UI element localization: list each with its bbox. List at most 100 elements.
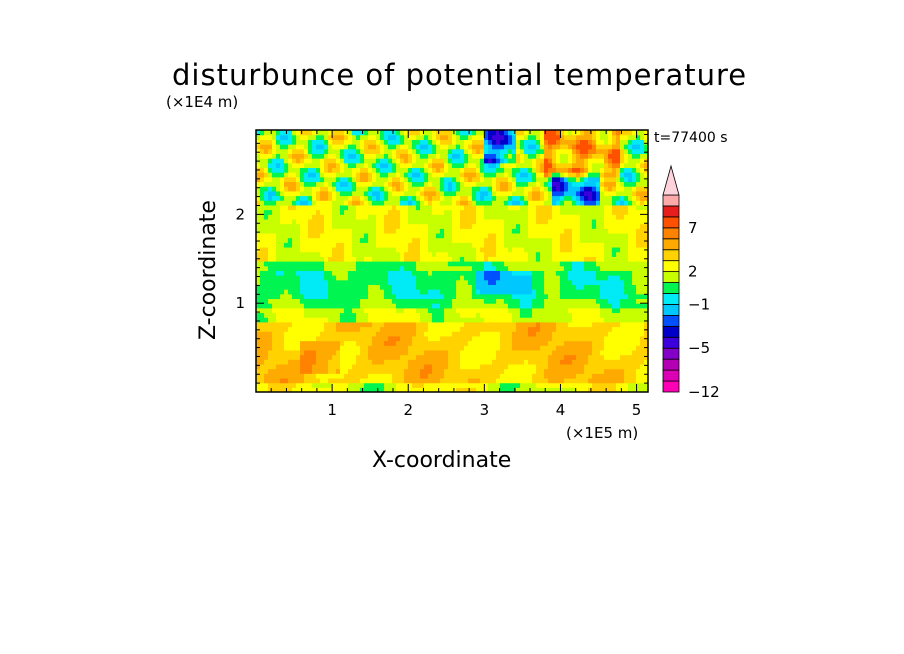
heatmap-cell xyxy=(272,387,277,392)
heatmap-cell xyxy=(264,335,269,342)
heatmap-cell xyxy=(340,139,345,145)
heatmap-cell xyxy=(368,377,373,384)
heatmap-cell xyxy=(500,134,505,140)
heatmap-cell xyxy=(568,331,573,337)
heatmap-cell xyxy=(296,223,301,229)
heatmap-cell xyxy=(452,326,457,332)
heatmap-cell xyxy=(604,303,609,309)
heatmap-cell xyxy=(572,373,577,379)
heatmap-cell xyxy=(348,204,353,211)
heatmap-cell xyxy=(576,256,581,262)
heatmap-cell xyxy=(432,368,437,374)
heatmap-cell xyxy=(288,190,293,197)
heatmap-cell xyxy=(332,363,337,370)
heatmap-cell xyxy=(440,232,445,239)
heatmap-cell xyxy=(528,340,533,346)
heatmap-cell xyxy=(524,237,529,243)
heatmap-cell xyxy=(312,368,317,374)
heatmap-cell xyxy=(296,303,301,309)
heatmap-cell xyxy=(280,209,285,215)
heatmap-cell xyxy=(460,331,465,337)
heatmap-cell xyxy=(332,307,337,314)
heatmap-cell xyxy=(560,237,565,243)
heatmap-cell xyxy=(356,335,361,342)
heatmap-cell xyxy=(364,340,369,346)
heatmap-cell xyxy=(468,307,473,314)
heatmap-cell xyxy=(372,246,377,253)
heatmap-cell xyxy=(556,345,561,351)
heatmap-cell xyxy=(432,265,437,271)
heatmap-cell xyxy=(312,228,317,234)
heatmap-cell xyxy=(484,256,489,262)
heatmap-cell xyxy=(480,331,485,337)
heatmap-cell xyxy=(332,321,337,328)
heatmap-cell xyxy=(332,293,337,300)
heatmap-cell xyxy=(276,326,281,332)
heatmap-cell xyxy=(536,130,541,136)
heatmap-cell xyxy=(344,186,349,192)
heatmap-cell xyxy=(416,139,421,145)
heatmap-cell xyxy=(336,298,341,304)
heatmap-cell xyxy=(592,232,597,239)
heatmap-cell xyxy=(416,349,421,356)
heatmap-cell xyxy=(508,256,513,262)
heatmap-cell xyxy=(444,303,449,309)
heatmap-cell xyxy=(420,387,425,392)
heatmap-cell xyxy=(344,237,349,243)
heatmap-cell xyxy=(276,186,281,192)
heatmap-cell xyxy=(572,139,577,145)
heatmap-cell xyxy=(276,232,281,239)
heatmap-cell xyxy=(468,195,473,201)
heatmap-cell xyxy=(368,148,373,154)
heatmap-cell xyxy=(536,349,541,356)
heatmap-cell xyxy=(564,214,569,220)
heatmap-cell xyxy=(304,289,309,295)
heatmap-cell xyxy=(264,186,269,192)
heatmap-cell xyxy=(528,317,533,323)
heatmap-cell xyxy=(356,326,361,332)
heatmap-cell xyxy=(476,130,481,136)
heatmap-cell xyxy=(312,265,317,271)
heatmap-cell xyxy=(360,190,365,197)
heatmap-cell xyxy=(312,190,317,197)
heatmap-cell xyxy=(336,307,341,314)
heatmap-cell xyxy=(468,368,473,374)
heatmap-cell xyxy=(488,172,493,178)
heatmap-cell xyxy=(392,359,397,365)
heatmap-cell xyxy=(468,382,473,388)
heatmap-cell xyxy=(384,186,389,192)
heatmap-cell xyxy=(344,321,349,328)
heatmap-cell xyxy=(524,345,529,351)
heatmap-cell xyxy=(412,345,417,351)
heatmap-cell xyxy=(608,186,613,192)
heatmap-cell xyxy=(344,261,349,267)
heatmap-cell xyxy=(288,134,293,140)
heatmap-cell xyxy=(372,223,377,229)
heatmap-cell xyxy=(548,158,553,164)
heatmap-cell xyxy=(284,340,289,346)
heatmap-cell xyxy=(508,134,513,140)
heatmap-cell xyxy=(404,345,409,351)
heatmap-cell xyxy=(556,354,561,360)
heatmap-cell xyxy=(556,237,561,243)
heatmap-cell xyxy=(312,349,317,356)
heatmap-cell xyxy=(288,387,293,392)
heatmap-cell xyxy=(316,204,321,211)
heatmap-cell xyxy=(260,195,265,201)
heatmap-cell xyxy=(260,251,265,257)
heatmap-cell xyxy=(388,279,393,285)
heatmap-cell xyxy=(380,251,385,257)
heatmap-cell xyxy=(264,354,269,360)
heatmap-cell xyxy=(496,186,501,192)
heatmap-cell xyxy=(600,167,605,173)
heatmap-cell xyxy=(352,363,357,370)
heatmap-cell xyxy=(352,275,357,281)
heatmap-cell xyxy=(284,368,289,374)
heatmap-cell xyxy=(336,246,341,253)
heatmap-cell xyxy=(548,363,553,370)
heatmap-cell xyxy=(452,181,457,187)
heatmap-cell xyxy=(308,359,313,365)
heatmap-cell xyxy=(396,176,401,183)
heatmap-cell xyxy=(496,181,501,187)
heatmap-cell xyxy=(472,218,477,225)
